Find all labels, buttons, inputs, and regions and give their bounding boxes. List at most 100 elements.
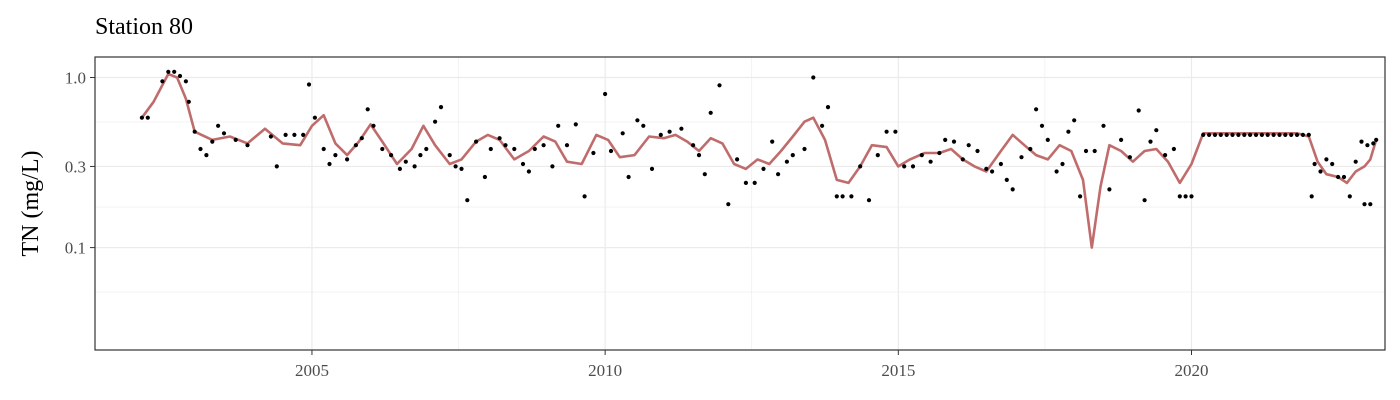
data-point	[183, 79, 188, 84]
data-point	[1207, 132, 1212, 137]
data-point	[550, 164, 555, 169]
data-point	[1300, 132, 1305, 137]
data-point	[1365, 143, 1370, 148]
data-point	[459, 166, 464, 171]
data-point	[245, 143, 250, 148]
data-point	[177, 73, 183, 79]
data-point	[327, 161, 332, 167]
data-point	[1359, 139, 1364, 144]
data-point	[591, 150, 596, 156]
data-point	[526, 169, 532, 174]
data-point	[975, 148, 980, 154]
data-point	[482, 174, 487, 180]
data-point	[752, 180, 757, 185]
data-point	[1218, 132, 1223, 137]
data-point	[811, 75, 816, 80]
data-point	[1092, 148, 1097, 154]
data-point	[1347, 194, 1352, 199]
data-point	[418, 153, 423, 158]
data-point	[928, 159, 933, 164]
data-point	[937, 150, 942, 156]
data-point	[424, 146, 429, 152]
data-point	[658, 132, 663, 137]
data-point	[708, 110, 713, 115]
data-point	[743, 180, 749, 185]
data-point	[784, 159, 790, 164]
data-point	[1078, 194, 1083, 199]
data-point	[353, 143, 358, 148]
data-point	[1019, 155, 1024, 160]
data-point	[412, 164, 417, 169]
data-point	[620, 131, 625, 136]
data-point	[433, 119, 438, 124]
data-point	[858, 164, 863, 169]
data-point	[139, 115, 144, 120]
data-point	[198, 146, 203, 152]
data-point	[761, 166, 766, 171]
data-point	[453, 164, 458, 169]
data-point	[1154, 128, 1159, 133]
data-point	[1083, 148, 1089, 154]
data-point	[1034, 107, 1039, 112]
data-point	[1253, 132, 1259, 137]
data-point	[403, 159, 408, 164]
data-point	[902, 164, 907, 169]
trend-line	[140, 72, 1378, 249]
data-point	[1283, 132, 1288, 137]
data-point	[345, 157, 350, 162]
data-point	[984, 166, 989, 171]
data-point	[1353, 159, 1358, 164]
data-point	[1136, 108, 1141, 113]
data-point	[233, 137, 238, 142]
data-point	[626, 174, 631, 180]
data-point	[1236, 132, 1241, 137]
data-point	[532, 146, 537, 152]
data-point	[1362, 202, 1367, 207]
data-point	[1277, 132, 1282, 137]
data-point	[1309, 194, 1314, 199]
data-point	[268, 134, 273, 139]
data-point	[1368, 202, 1373, 207]
data-point	[1271, 132, 1276, 137]
data-point	[210, 139, 215, 144]
data-point	[1230, 132, 1235, 137]
data-point	[649, 166, 655, 171]
data-point	[1045, 137, 1050, 142]
data-point	[702, 172, 707, 177]
data-point	[512, 146, 517, 152]
data-point	[292, 132, 297, 137]
plot-border	[94, 56, 1386, 351]
y-tick-label: 0.3	[65, 157, 86, 176]
data-point	[1119, 137, 1124, 142]
data-point	[274, 164, 279, 169]
data-point	[497, 136, 502, 141]
data-point	[465, 198, 470, 203]
data-point	[503, 143, 508, 148]
data-point	[1004, 177, 1009, 182]
data-point	[1318, 169, 1323, 174]
x-tick-label: 2010	[588, 361, 622, 380]
data-point	[1072, 118, 1077, 123]
data-point	[1142, 198, 1147, 203]
data-point	[834, 194, 839, 199]
data-point	[1028, 146, 1033, 152]
data-point	[306, 82, 312, 87]
data-point	[1324, 157, 1329, 162]
data-point	[919, 153, 924, 158]
data-point	[1242, 132, 1247, 137]
data-point	[884, 129, 889, 134]
data-point	[951, 139, 957, 144]
data-point	[283, 132, 288, 137]
data-point	[1107, 187, 1112, 192]
data-point	[966, 143, 971, 148]
plot-panel	[95, 57, 1385, 350]
x-tick-label: 2015	[881, 361, 915, 380]
data-point	[1127, 155, 1132, 160]
data-point	[1183, 194, 1188, 199]
data-point	[564, 143, 570, 148]
data-point	[608, 148, 614, 154]
data-point	[447, 153, 452, 158]
data-point	[1224, 132, 1229, 137]
data-point	[221, 131, 227, 136]
